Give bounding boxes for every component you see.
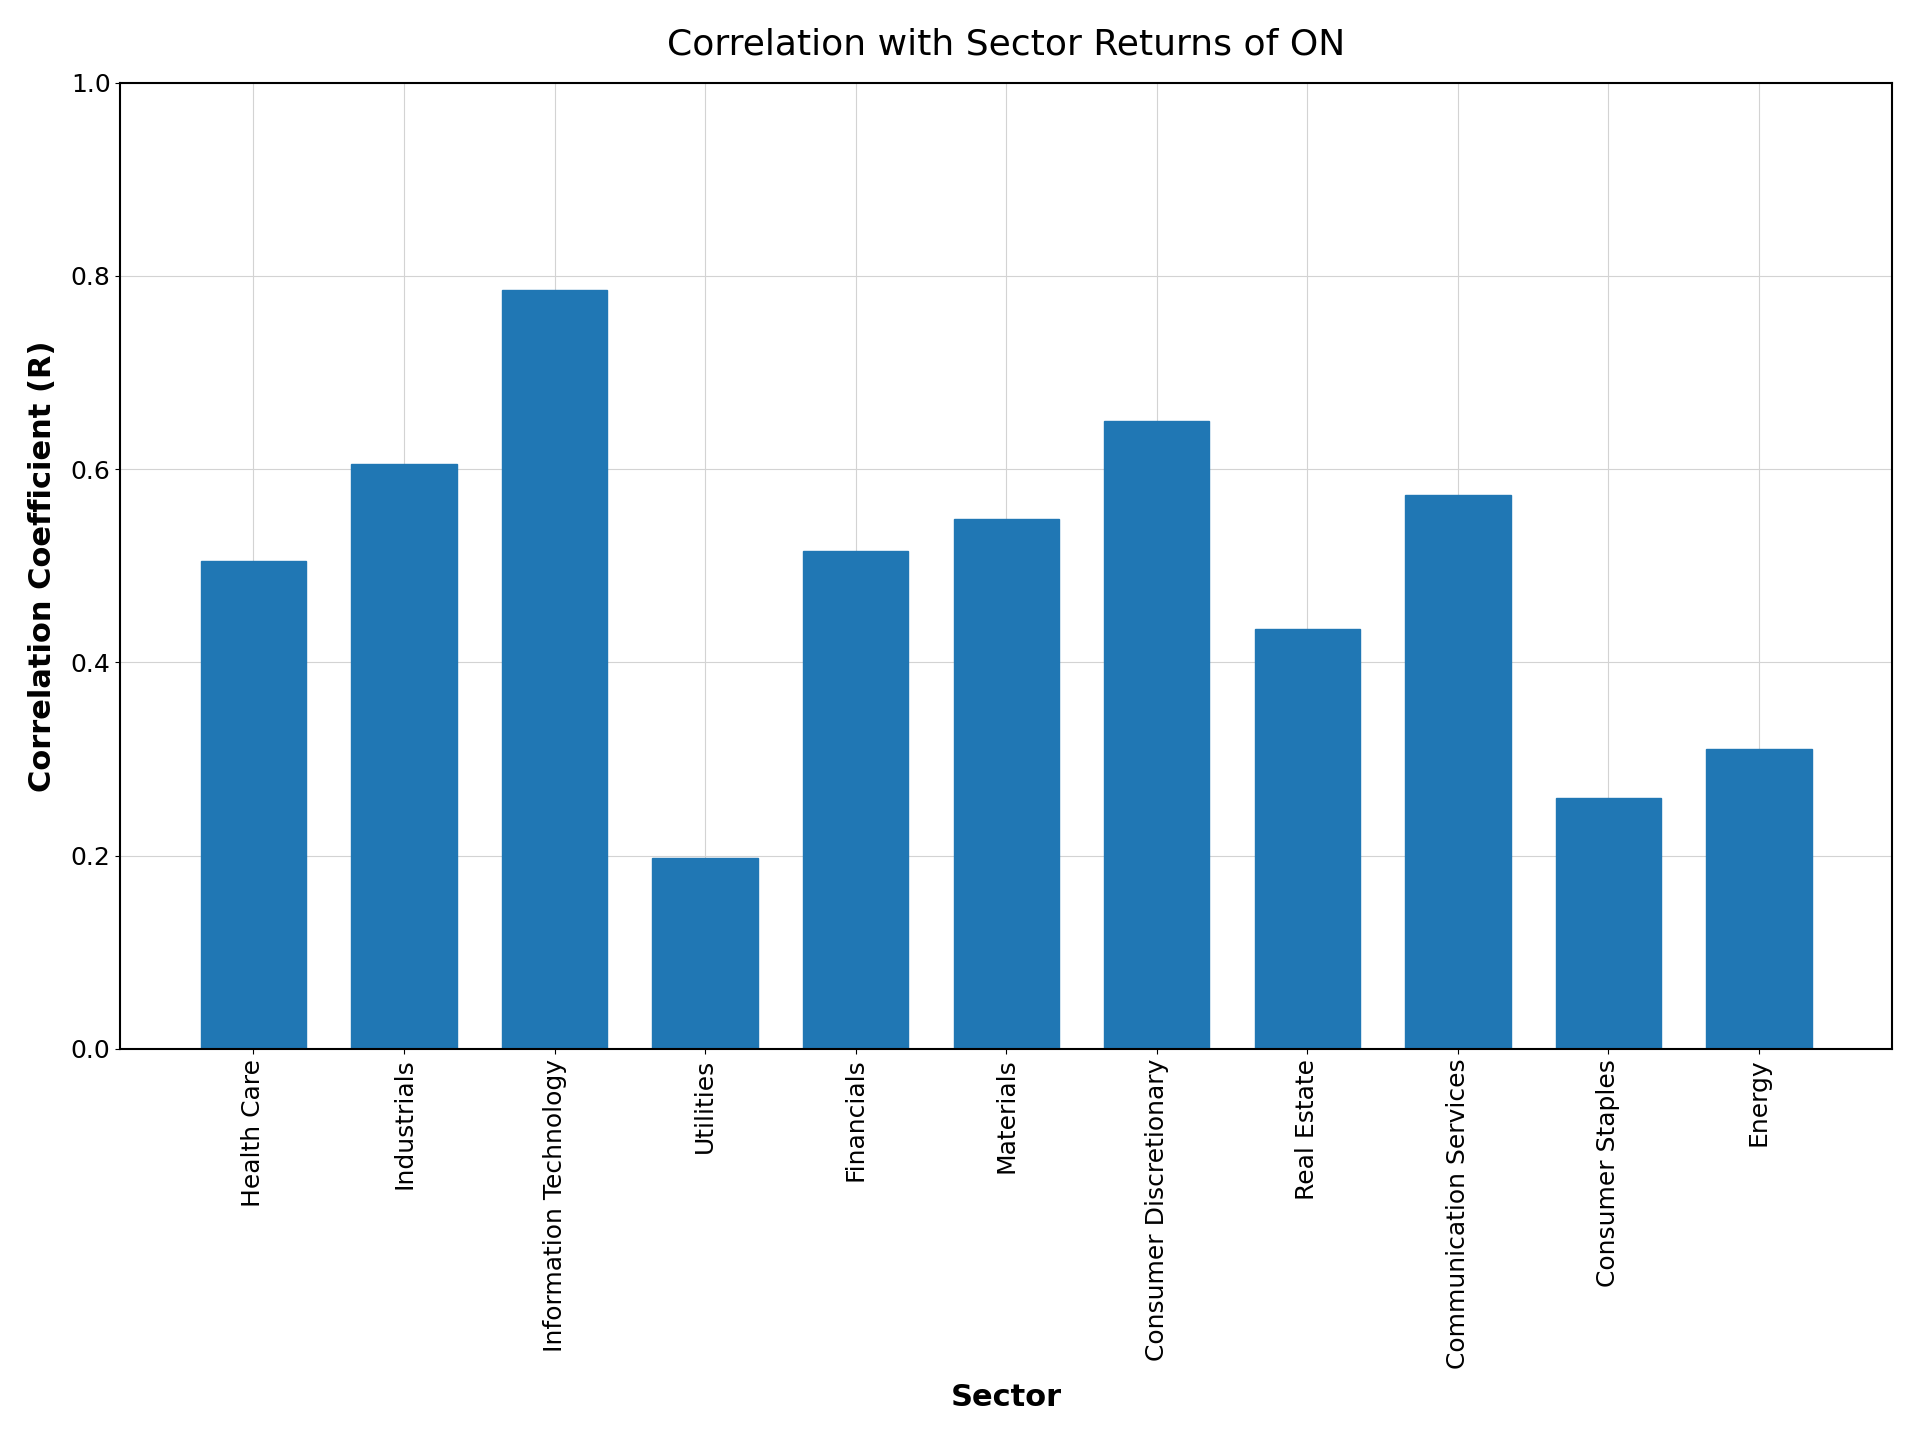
Title: Correlation with Sector Returns of ON: Correlation with Sector Returns of ON: [666, 27, 1346, 62]
Bar: [1707, 749, 1812, 1048]
Bar: [1405, 495, 1511, 1048]
X-axis label: Sector: Sector: [950, 1384, 1062, 1413]
Bar: [1254, 629, 1359, 1048]
Bar: [1555, 798, 1661, 1048]
Bar: [501, 291, 607, 1048]
Bar: [803, 552, 908, 1048]
Bar: [351, 464, 457, 1048]
Bar: [653, 858, 758, 1048]
Y-axis label: Correlation Coefficient (R): Correlation Coefficient (R): [27, 340, 58, 792]
Bar: [954, 520, 1060, 1048]
Bar: [1104, 420, 1210, 1048]
Bar: [202, 562, 305, 1048]
